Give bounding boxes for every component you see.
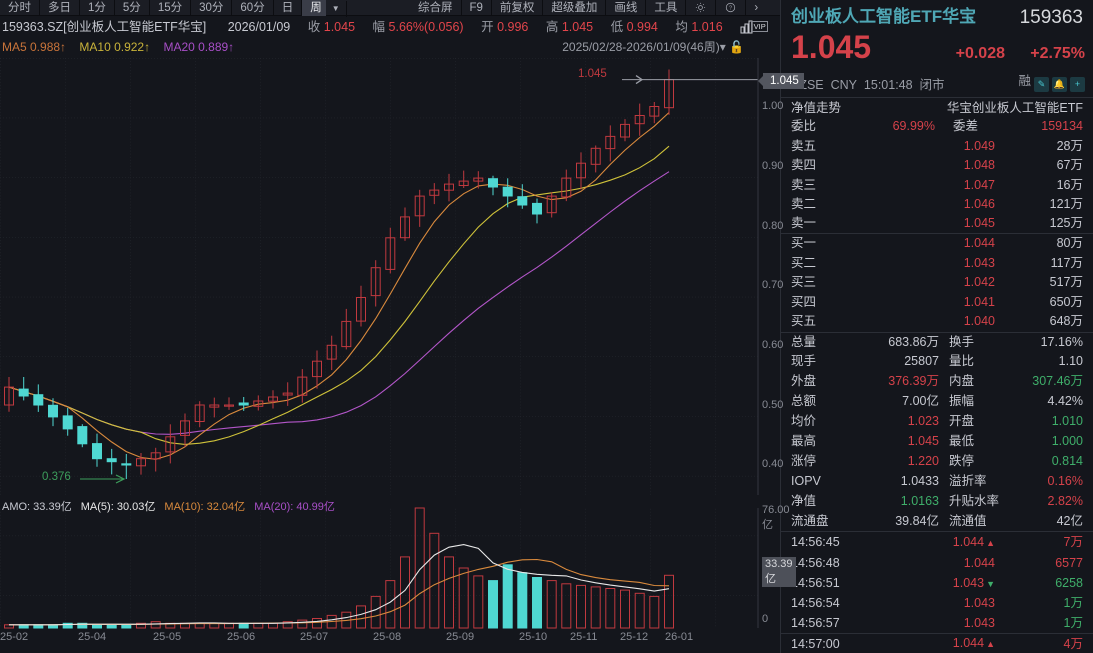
svg-text:?: ? bbox=[730, 6, 733, 12]
